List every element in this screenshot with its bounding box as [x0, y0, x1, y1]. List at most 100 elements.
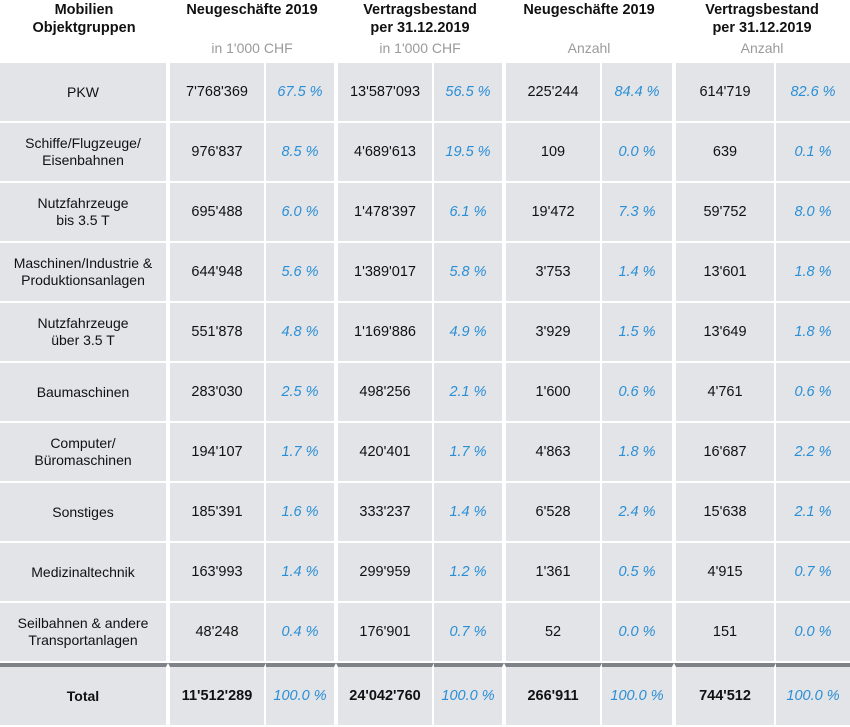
amount-cell: 16'687 — [674, 423, 777, 483]
share-percent-cell: 1.6 % — [266, 483, 336, 543]
amount-cell: 225'244 — [504, 63, 603, 123]
share-percent-cell: 0.6 % — [776, 363, 850, 423]
header-group-unit: Anzahl — [740, 40, 784, 56]
share-percent-cell: 5.6 % — [266, 243, 336, 303]
share-percent-cell: 2.5 % — [266, 363, 336, 423]
table-row: Maschinen/Industrie & Produktionsanlagen… — [0, 243, 850, 303]
share-percent-cell: 4.8 % — [266, 303, 336, 363]
amount-cell: 163'993 — [168, 543, 266, 603]
share-percent-cell: 19.5 % — [434, 123, 505, 183]
table-row: Baumaschinen 283'030 2.5 % 498'256 2.1 % 1'60… — [0, 363, 850, 423]
amount-cell: 109 — [504, 123, 603, 183]
share-percent-cell: 2.4 % — [602, 483, 675, 543]
amount-cell: 551'878 — [168, 303, 266, 363]
amount-cell: 1'389'017 — [336, 243, 434, 303]
share-percent-cell: 1.8 % — [776, 303, 850, 363]
amount-cell: 283'030 — [168, 363, 266, 423]
object-group-label: Baumaschinen — [0, 363, 168, 423]
share-percent-cell: 82.6 % — [776, 63, 850, 123]
table-row: PKW 7'768'369 67.5 % 13'587'093 56.5 % 225'24… — [0, 63, 850, 123]
share-percent-cell: 2.1 % — [776, 483, 850, 543]
amount-cell: 420'401 — [336, 423, 434, 483]
share-percent-cell: 6.1 % — [434, 183, 505, 243]
amount-cell: 59'752 — [674, 183, 777, 243]
total-label: Total — [0, 663, 168, 727]
share-percent-cell: 56.5 % — [434, 63, 505, 123]
share-percent-cell: 100.0 % — [602, 663, 675, 727]
header-group-4: Vertragsbestand per 31.12.2019 Anzahl — [674, 0, 850, 63]
share-percent-cell: 6.0 % — [266, 183, 336, 243]
header-group-unit: in 1'000 CHF — [379, 40, 461, 56]
share-percent-cell: 0.0 % — [602, 603, 675, 663]
amount-cell: 19'472 — [504, 183, 603, 243]
share-percent-cell: 1.4 % — [434, 483, 505, 543]
amount-cell: 1'361 — [504, 543, 603, 603]
amount-cell: 24'042'760 — [336, 663, 434, 727]
header-group-title: Neugeschäfte 2019 — [523, 2, 655, 18]
header-group-1: Neugeschäfte 2019 in 1'000 CHF — [168, 0, 336, 63]
amount-cell: 3'929 — [504, 303, 603, 363]
amount-cell: 48'248 — [168, 603, 266, 663]
amount-cell: 13'649 — [674, 303, 777, 363]
amount-cell: 498'256 — [336, 363, 434, 423]
share-percent-cell: 67.5 % — [266, 63, 336, 123]
share-percent-cell: 1.7 % — [434, 423, 505, 483]
header-group-3: Neugeschäfte 2019 Anzahl — [504, 0, 674, 63]
share-percent-cell: 1.4 % — [602, 243, 675, 303]
share-percent-cell: 0.7 % — [776, 543, 850, 603]
table-body: PKW 7'768'369 67.5 % 13'587'093 56.5 % 225'24… — [0, 63, 850, 727]
header-group-2: Vertragsbestand per 31.12.2019 in 1'000 C… — [336, 0, 504, 63]
share-percent-cell: 1.2 % — [434, 543, 505, 603]
table-row: Medizinaltechnik 163'993 1.4 % 299'959 1.2 %… — [0, 543, 850, 603]
object-group-label: Nutzfahrzeuge über 3.5 T — [0, 303, 168, 363]
share-percent-cell: 0.5 % — [602, 543, 675, 603]
share-percent-cell: 100.0 % — [266, 663, 336, 727]
object-group-label: Schiffe/Flugzeuge/ Eisenbahnen — [0, 123, 168, 183]
amount-cell: 13'601 — [674, 243, 777, 303]
amount-cell: 614'719 — [674, 63, 777, 123]
amount-cell: 4'689'613 — [336, 123, 434, 183]
share-percent-cell: 1.8 % — [602, 423, 675, 483]
amount-cell: 1'478'397 — [336, 183, 434, 243]
share-percent-cell: 1.5 % — [602, 303, 675, 363]
object-group-label: Maschinen/Industrie & Produktionsanlagen — [0, 243, 168, 303]
table-row: Computer/ Büromaschinen 194'107 1.7 % 420'4… — [0, 423, 850, 483]
amount-cell: 976'837 — [168, 123, 266, 183]
table-row: Nutzfahrzeuge über 3.5 T 551'878 4.8 % 1'16… — [0, 303, 850, 363]
share-percent-cell: 0.7 % — [434, 603, 505, 663]
amount-cell: 639 — [674, 123, 777, 183]
amount-cell: 194'107 — [168, 423, 266, 483]
header-group-title: Vertragsbestand per 31.12.2019 — [705, 2, 819, 36]
amount-cell: 4'761 — [674, 363, 777, 423]
amount-cell: 333'237 — [336, 483, 434, 543]
share-percent-cell: 100.0 % — [434, 663, 505, 727]
total-row: Total 11'512'289 100.0 % 24'042'760 100.0 % 2… — [0, 663, 850, 727]
table-row: Nutzfahrzeuge bis 3.5 T 695'488 6.0 % 1'478… — [0, 183, 850, 243]
amount-cell: 644'948 — [168, 243, 266, 303]
share-percent-cell: 8.0 % — [776, 183, 850, 243]
amount-cell: 4'915 — [674, 543, 777, 603]
share-percent-cell: 4.9 % — [434, 303, 505, 363]
share-percent-cell: 7.3 % — [602, 183, 675, 243]
amount-cell: 11'512'289 — [168, 663, 266, 727]
amount-cell: 1'600 — [504, 363, 603, 423]
amount-cell: 299'959 — [336, 543, 434, 603]
share-percent-cell: 0.0 % — [776, 603, 850, 663]
share-percent-cell: 0.0 % — [602, 123, 675, 183]
amount-cell: 7'768'369 — [168, 63, 266, 123]
share-percent-cell: 1.7 % — [266, 423, 336, 483]
share-percent-cell: 0.4 % — [266, 603, 336, 663]
amount-cell: 266'911 — [504, 663, 603, 727]
amount-cell: 15'638 — [674, 483, 777, 543]
share-percent-cell: 1.4 % — [266, 543, 336, 603]
amount-cell: 4'863 — [504, 423, 603, 483]
amount-cell: 185'391 — [168, 483, 266, 543]
amount-cell: 151 — [674, 603, 777, 663]
table-row: Seilbahnen & andere Transportanlagen 48'2… — [0, 603, 850, 663]
header-row: Mobilien Objektgruppen Neugeschäfte 2019… — [0, 0, 850, 63]
table-row: Schiffe/Flugzeuge/ Eisenbahnen 976'837 8.5… — [0, 123, 850, 183]
share-percent-cell: 100.0 % — [776, 663, 850, 727]
share-percent-cell: 5.8 % — [434, 243, 505, 303]
table-row: Sonstiges 185'391 1.6 % 333'237 1.4 % 6'528 2.… — [0, 483, 850, 543]
